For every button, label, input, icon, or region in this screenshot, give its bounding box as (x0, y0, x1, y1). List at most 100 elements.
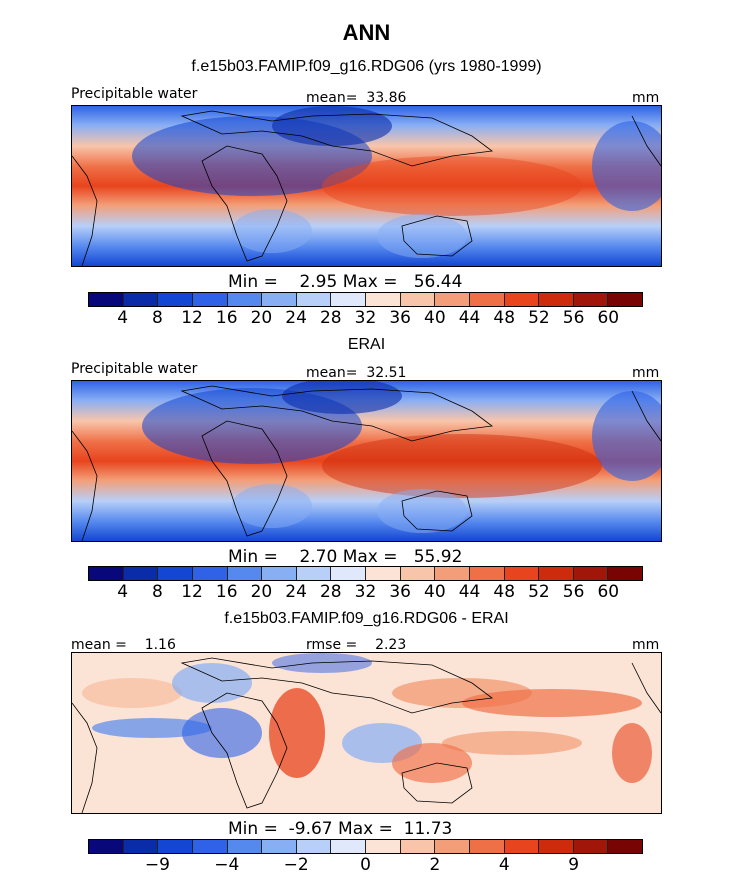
colorbar-swatch (435, 293, 470, 306)
colorbar-swatch (296, 293, 332, 306)
colorbar-tick-label: 52 (528, 308, 550, 328)
panel3-mean: mean = 1.16 (71, 637, 176, 653)
panel3-colorbar (88, 839, 643, 854)
colorbar-tick-label: 8 (151, 308, 163, 328)
colorbar-tick-label: 36 (389, 582, 412, 602)
panel2-max-label: Max = (342, 547, 398, 567)
colorbar-swatch (158, 293, 193, 306)
colorbar-tick-label: 40 (424, 582, 446, 602)
panel3-rmse: rmse = 2.23 (306, 637, 406, 653)
panel3-field (72, 653, 661, 813)
colorbar-tick-label: 20 (250, 582, 273, 602)
colorbar-tick-label: 60 (597, 308, 620, 328)
panel1-min-label: Min = (228, 272, 278, 292)
panel3-min-value: -9.67 (288, 819, 333, 839)
colorbar-swatch (573, 567, 609, 580)
colorbar-tick-label: 36 (389, 308, 412, 328)
colorbar-swatch (504, 567, 540, 580)
colorbar-swatch (608, 840, 642, 853)
colorbar-swatch (400, 567, 436, 580)
panel2-units: mm (632, 365, 660, 381)
colorbar-swatch (123, 840, 159, 853)
colorbar-swatch (192, 293, 228, 306)
colorbar-tick-label: 56 (562, 308, 585, 328)
colorbar-swatch (158, 840, 193, 853)
panel1-mean: mean= 33.86 (306, 90, 406, 106)
colorbar-swatch (158, 567, 193, 580)
panel1-variable-label: Precipitable water (71, 86, 198, 102)
colorbar-swatch (539, 840, 574, 853)
colorbar-tick-label: 48 (493, 308, 516, 328)
colorbar-swatch (192, 567, 228, 580)
colorbar-tick-label: 16 (215, 582, 238, 602)
colorbar-swatch (296, 567, 332, 580)
panel3-mean-value: 1.16 (144, 637, 176, 653)
colorbar-tick-label: 12 (181, 582, 203, 602)
panel1-max-value: 56.44 (413, 272, 463, 292)
colorbar-tick-label: −4 (214, 855, 240, 875)
panel1-minmax: Min = 2.95 Max = 56.44 (228, 272, 462, 292)
colorbar-swatch (366, 840, 401, 853)
main-title: ANN (342, 20, 391, 45)
panel2-mean-value: 32.51 (366, 365, 407, 381)
panel1-map (71, 105, 662, 267)
colorbar-swatch (262, 567, 297, 580)
colorbar-tick-label: 44 (458, 582, 481, 602)
colorbar-swatch (573, 293, 609, 306)
panel2-mean: mean= 32.51 (306, 365, 406, 381)
panel2-colorbar (88, 566, 643, 581)
colorbar-tick-label: −9 (144, 855, 170, 875)
panel1-colorbar (88, 292, 643, 307)
colorbar-tick-label: 32 (354, 582, 377, 602)
colorbar-swatch (608, 567, 642, 580)
panel1-ticks: 4 8 12 16 20 24 28 32 36 40 44 48 52 56 60 (0, 308, 733, 330)
colorbar-tick-label: 44 (458, 308, 481, 328)
colorbar-swatch (504, 293, 540, 306)
panel2-mean-label: mean= (306, 365, 358, 381)
colorbar-swatch (262, 840, 297, 853)
colorbar-swatch (400, 840, 436, 853)
colorbar-swatch (227, 293, 263, 306)
colorbar-swatch (89, 567, 124, 580)
colorbar-swatch (331, 840, 366, 853)
panel2-map (71, 380, 662, 542)
panel2-ticks: 4 8 12 16 20 24 28 32 36 40 44 48 52 56 60 (0, 582, 733, 604)
panel1-mean-value: 33.86 (366, 90, 407, 106)
colorbar-tick-label: 32 (354, 308, 377, 328)
colorbar-tick-label: 60 (597, 582, 620, 602)
colorbar-tick-label: 24 (285, 308, 307, 328)
colorbar-swatch (504, 840, 540, 853)
panel1-max-label: Max = (342, 272, 398, 292)
panel3-minmax: Min = -9.67 Max = 11.73 (228, 819, 452, 839)
colorbar-swatch (227, 840, 263, 853)
panel3-mean-label: mean = (71, 637, 127, 653)
colorbar-tick-label: 28 (319, 308, 342, 328)
colorbar-swatch (227, 567, 263, 580)
panel1-mean-label: mean= (306, 90, 358, 106)
colorbar-swatch (262, 293, 297, 306)
panel2-min-label: Min = (228, 547, 278, 567)
colorbar-swatch (331, 567, 366, 580)
colorbar-tick-label: 28 (319, 582, 342, 602)
colorbar-tick-label: 4 (117, 308, 129, 328)
colorbar-swatch (539, 567, 574, 580)
panel3-min-label: Min = (228, 819, 278, 839)
colorbar-swatch (89, 293, 124, 306)
colorbar-swatch (331, 293, 366, 306)
colorbar-swatch (608, 293, 642, 306)
panel3-max-label: Max = (338, 819, 393, 839)
panel2-field (72, 381, 661, 541)
colorbar-swatch (366, 567, 401, 580)
colorbar-tick-label: 56 (562, 582, 585, 602)
colorbar-tick-label: 8 (151, 582, 163, 602)
colorbar-tick-label: 16 (215, 308, 238, 328)
colorbar-swatch (435, 840, 470, 853)
panel3-title: f.e15b03.FAMIP.f09_g16.RDG06 - ERAI (224, 610, 509, 627)
panel1-coastlines (72, 110, 661, 266)
colorbar-tick-label: 48 (493, 582, 516, 602)
colorbar-swatch (366, 293, 401, 306)
panel3-map (71, 652, 662, 814)
panel2-minmax: Min = 2.70 Max = 55.92 (228, 547, 462, 567)
panel1-units: mm (632, 90, 660, 106)
colorbar-tick-label: 9 (568, 855, 580, 875)
